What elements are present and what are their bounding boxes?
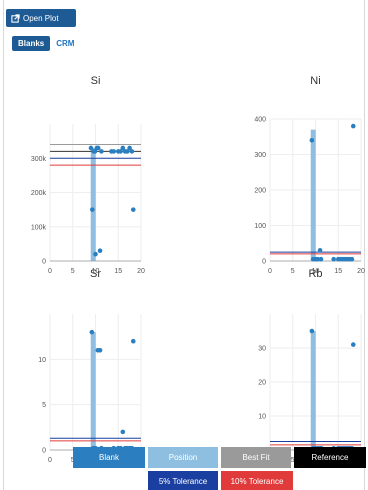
data-point[interactable] [309,138,315,143]
data-point[interactable] [92,149,98,154]
position-bar [310,331,316,450]
data-point[interactable] [95,145,101,151]
data-point[interactable] [97,248,103,254]
x-tick-label: 0 [48,268,52,275]
data-point[interactable] [120,429,126,435]
x-tick-label: 20 [357,268,365,275]
legend-5pct-tolerance[interactable]: 5% Tolerance [148,471,218,490]
y-tick-label: 10 [258,414,266,421]
x-tick-label: 20 [137,268,145,275]
plot-svg: Sr 0 5 10 0 5 10 15 20 [38,268,145,464]
y-tick-label: 100k [31,224,47,231]
y-tick-label: 200 [254,188,266,195]
position-bar [310,129,316,261]
tab-crm[interactable]: CRM [56,39,75,48]
y-tick-label: 30 [258,346,266,353]
data-point[interactable] [125,149,130,154]
y-tick-label: 5 [42,402,46,409]
data-point[interactable] [127,145,132,151]
x-tick-label: 0 [48,457,52,464]
legend-reference[interactable]: Reference [294,447,366,468]
open-plot-label: Open Plot [23,13,59,23]
data-point[interactable] [111,149,116,154]
y-tick-label: 20 [258,380,266,387]
x-tick-label: 5 [71,457,75,464]
x-tick-label: 10 [92,268,100,275]
plot-rb[interactable]: Rb010203005101520 [180,265,365,465]
position-bar [90,332,96,450]
tab-bar: Blanks CRM [12,36,80,51]
x-tick-label: 5 [71,268,75,275]
position-bar [90,147,96,261]
data-point[interactable] [130,338,136,344]
data-point[interactable] [97,347,103,353]
legend-best-fit[interactable]: Best Fit [221,447,291,468]
data-point[interactable] [99,149,104,154]
data-point[interactable] [120,145,126,151]
data-point[interactable] [318,256,324,262]
plot-ni[interactable]: Ni 0 100 200 300 400 0 5 10 15 20 [180,70,365,275]
plot-title: Sr [90,268,101,280]
y-tick-label: 0 [262,259,266,266]
legend-blank[interactable]: Blank [73,447,145,468]
x-tick-label: 5 [291,268,295,275]
data-point[interactable] [90,207,95,212]
legend-row-1: Blank Position Best Fit Reference [73,447,368,468]
y-tick-label: 100 [254,223,266,230]
data-point[interactable] [130,207,136,212]
y-tick-label: 300 [254,152,266,159]
data-point[interactable] [89,329,95,335]
legend-row-2: 5% Tolerance 10% Tolerance [148,471,296,490]
data-point[interactable] [317,248,323,253]
data-point[interactable] [315,256,321,262]
plot-panel [3,0,365,490]
y-tick-label: 400 [254,117,266,124]
y-tick-label: 200k [31,190,47,197]
data-point[interactable] [129,149,135,154]
x-tick-label: 15 [114,268,122,275]
plot-svg: Rb010203005101520 [258,268,365,464]
x-tick-label: 15 [334,268,342,275]
legend-10pct-tolerance[interactable]: 10% Tolerance [221,471,293,490]
external-link-icon [11,13,20,23]
data-point[interactable] [118,149,123,154]
plot-svg: Ni 0 100 200 300 400 0 5 10 15 20 [254,75,365,275]
x-tick-label: 0 [268,268,272,275]
y-tick-label: 300k [31,156,47,163]
y-tick-label: 0 [42,448,46,455]
x-tick-label: 5 [291,457,295,464]
plot-title: Rb [308,268,322,280]
plot-svg: Si 0 100k 200k 300k 0 5 10 15 20 [31,75,145,275]
tab-blanks[interactable]: Blanks [12,36,51,51]
data-point[interactable] [93,251,98,257]
plot-title: Ni [310,75,320,87]
data-point[interactable] [88,145,94,151]
data-point[interactable] [309,328,315,334]
plot-si[interactable]: Si 0 100k 200k 300k 0 5 10 15 20 [0,70,185,275]
open-plot-button[interactable]: Open Plot [6,9,76,27]
data-point[interactable] [350,342,356,347]
y-tick-label: 10 [38,357,46,364]
plot-sr[interactable]: Sr 0 5 10 0 5 10 15 20 [0,265,185,465]
data-point[interactable] [350,123,356,129]
y-tick-label: 0 [42,259,46,266]
legend-position[interactable]: Position [148,447,218,468]
data-point[interactable] [349,256,355,262]
plot-title: Si [91,75,101,87]
x-tick-label: 10 [312,268,320,275]
data-point[interactable] [331,256,336,262]
